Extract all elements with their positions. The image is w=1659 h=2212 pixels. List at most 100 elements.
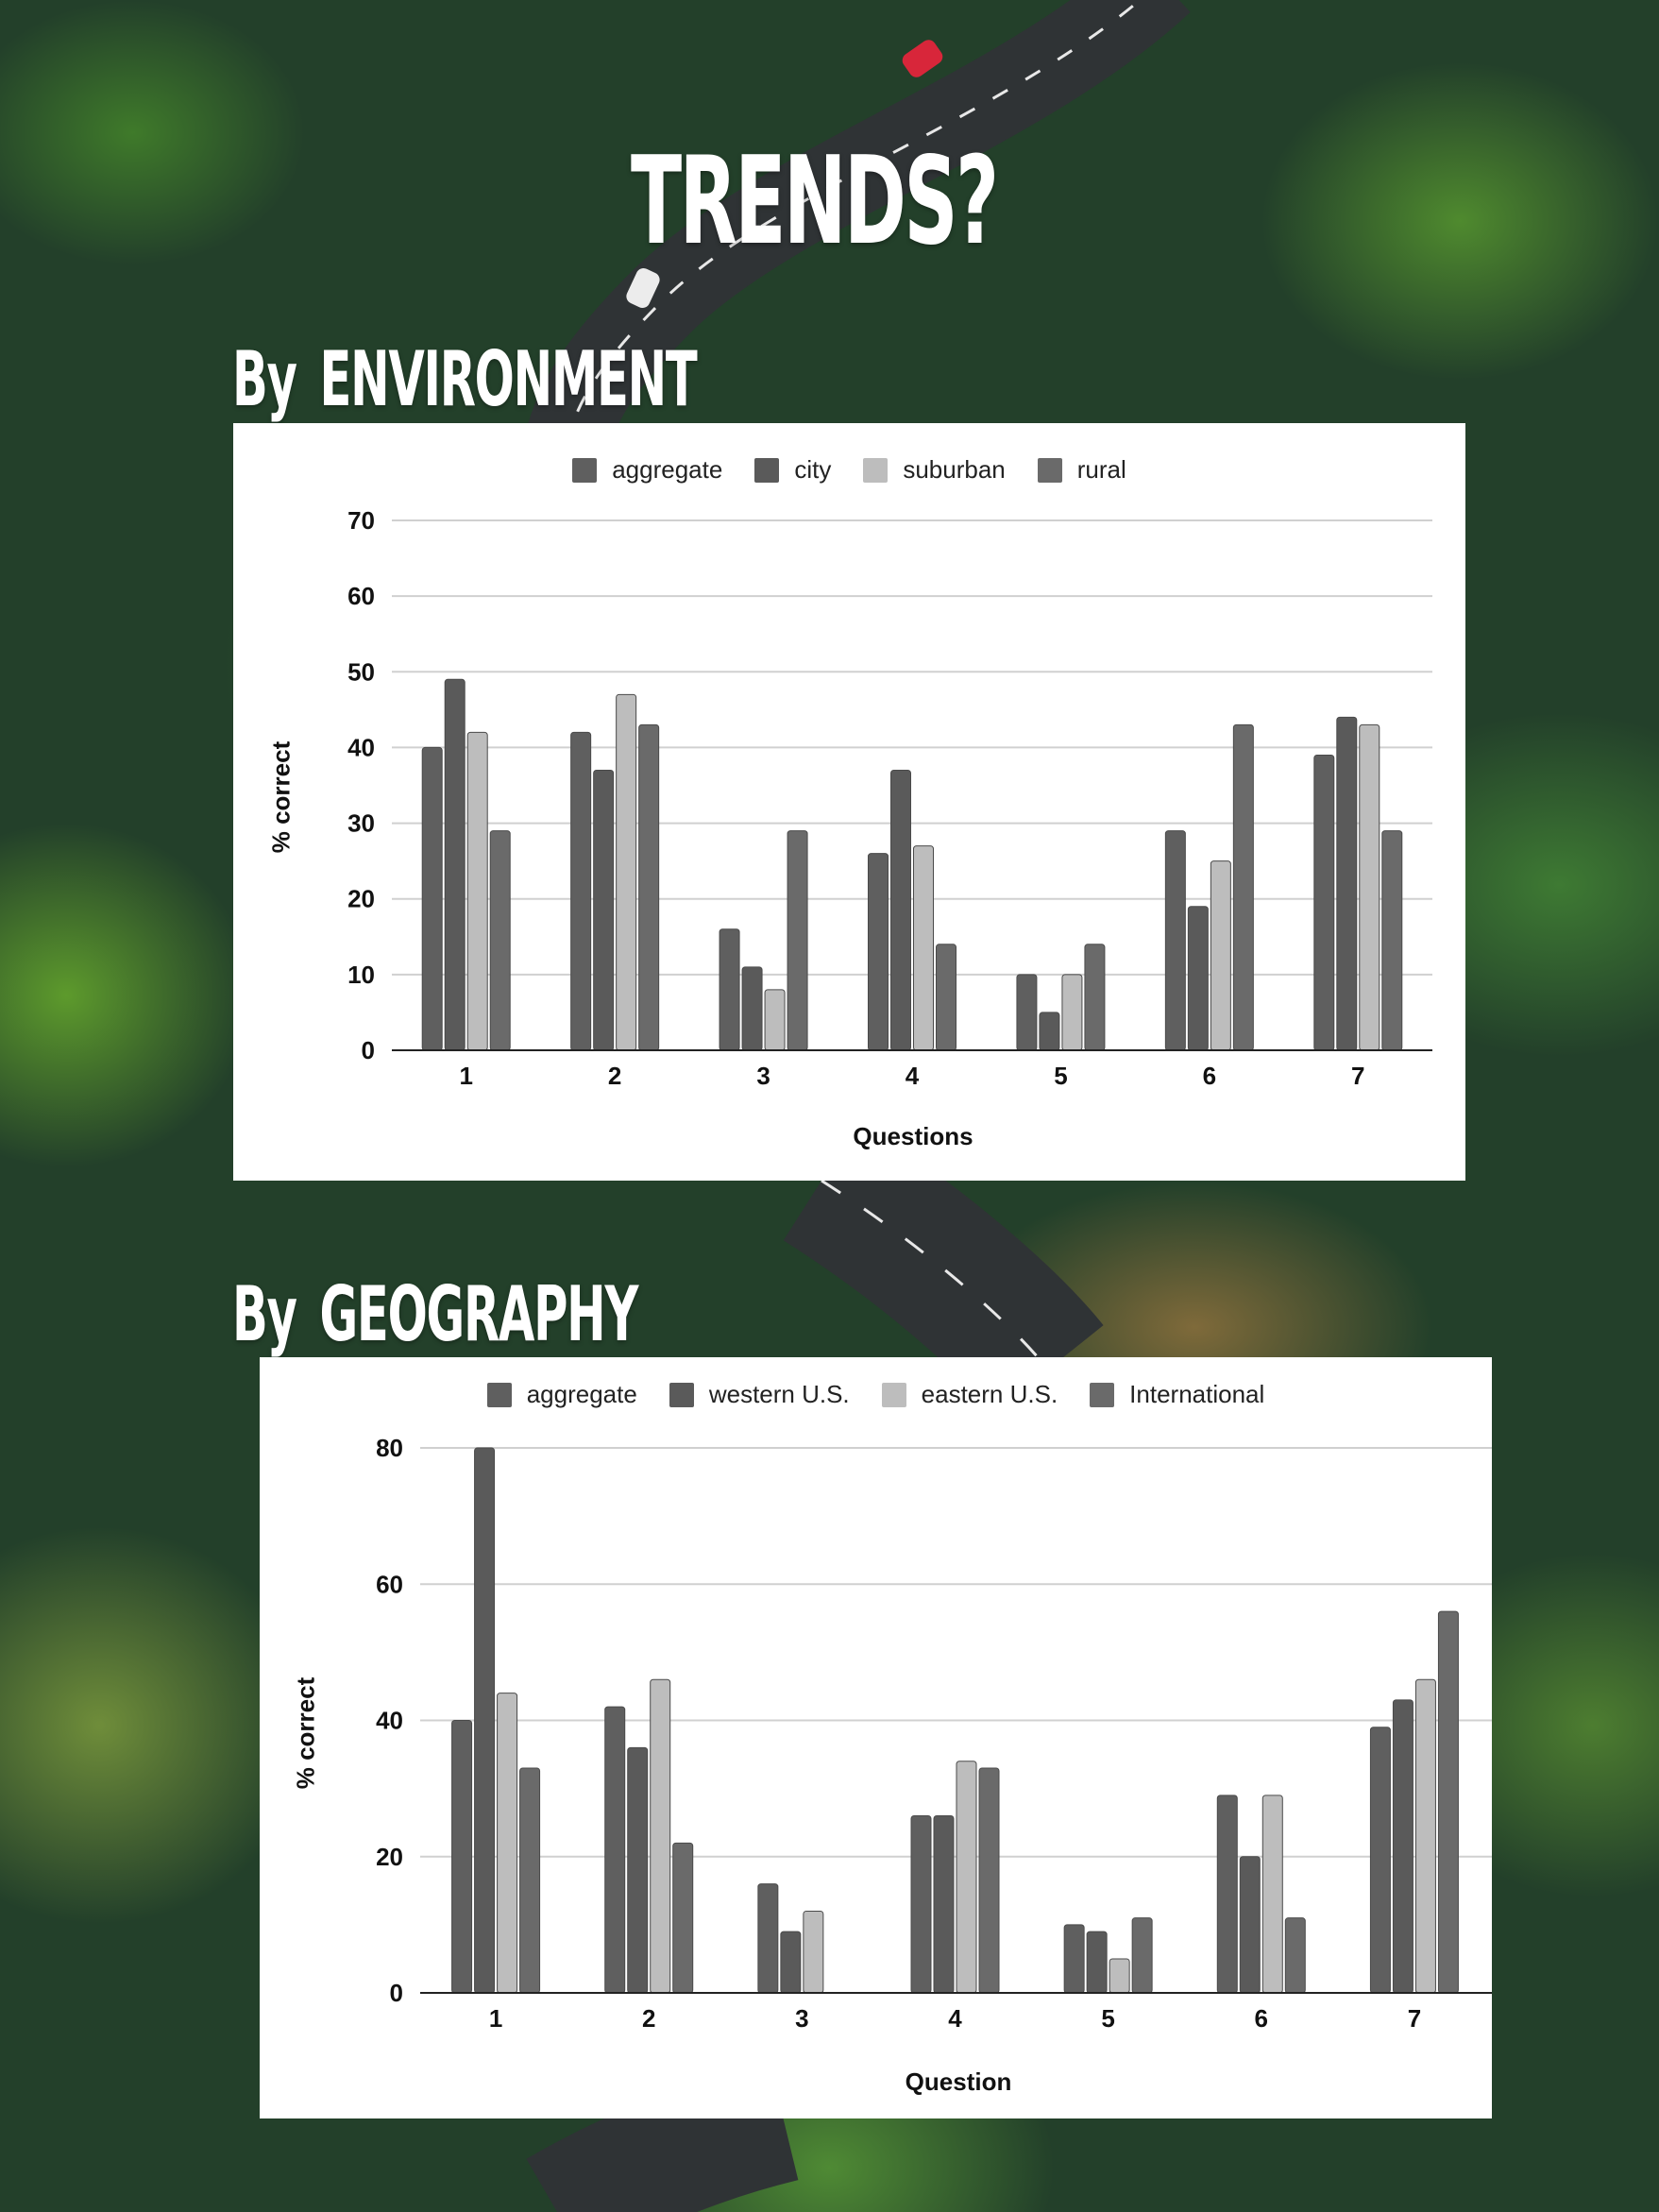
legend-label: rural: [1076, 455, 1126, 484]
x-tick-label: 6: [1255, 2004, 1268, 2033]
legend-item: rural: [1037, 455, 1126, 485]
bar: [1313, 754, 1335, 1051]
geography-chart-plot: 0 20 40 60 80 1 2 3 4 5 6 7: [376, 1434, 1492, 2033]
legend-item: suburban: [863, 455, 1006, 485]
bar: [1084, 944, 1106, 1051]
legend-label: eastern U.S.: [921, 1380, 1058, 1408]
bar: [638, 723, 660, 1051]
bar: [451, 1720, 473, 1994]
bar: [956, 1761, 977, 1994]
legend-swatch: [669, 1382, 694, 1407]
bar: [1063, 1924, 1085, 1994]
y-tick-label: 50: [347, 657, 375, 686]
bar: [627, 1746, 649, 1994]
geography-chart: aggregate western U.S. eastern U.S. Interna…: [260, 1357, 1492, 2118]
bar: [1414, 1678, 1436, 1994]
bar: [604, 1706, 626, 1994]
bar: [1392, 1699, 1414, 1994]
y-tick-label: 10: [347, 961, 375, 989]
bar: [1239, 1856, 1261, 1994]
bar: [1336, 716, 1358, 1051]
bar: [593, 769, 615, 1051]
page-title: TRENDS?: [631, 131, 999, 272]
legend-item: western U.S.: [669, 1380, 850, 1409]
bar: [489, 830, 511, 1051]
x-tick-label: 7: [1408, 2004, 1421, 2033]
bar: [787, 830, 808, 1051]
section-heading-geography: By GEOGRAPHY: [232, 1277, 638, 1353]
x-tick-label: 3: [756, 1062, 770, 1090]
x-tick-label: 1: [489, 2004, 502, 2033]
legend-swatch: [1037, 457, 1062, 483]
bar: [1261, 1795, 1283, 1994]
environment-chart: aggregate city suburban rural 0 10 20 30 40 50 60…: [233, 423, 1465, 1181]
legend-label: International: [1129, 1380, 1265, 1408]
legend-swatch: [881, 1382, 906, 1407]
x-axis-title: Questions: [853, 1122, 973, 1150]
bar: [1131, 1917, 1153, 1994]
y-tick-label: 80: [376, 1434, 403, 1462]
x-tick-label: 5: [1054, 1062, 1067, 1090]
y-axis-title: % correct: [291, 1676, 320, 1790]
bar: [466, 731, 488, 1051]
bar: [757, 1883, 779, 1994]
bar: [936, 944, 956, 1051]
bar: [1232, 723, 1254, 1051]
legend-swatch: [1090, 1382, 1115, 1407]
legend-item: city: [754, 455, 831, 485]
environment-chart-plot: 0 10 20 30 40 50 60 70 1 2 3 4 5 6 7: [347, 506, 1432, 1090]
bar: [978, 1767, 1000, 1994]
bar: [1086, 1931, 1108, 1994]
bar: [444, 678, 466, 1051]
legend-label: aggregate: [612, 455, 723, 484]
bar: [1437, 1610, 1459, 1994]
y-tick-label: 70: [347, 506, 375, 535]
legend-item: aggregate: [572, 455, 722, 485]
x-tick-label: 6: [1203, 1062, 1216, 1090]
legend-label: suburban: [903, 455, 1006, 484]
bar: [1016, 974, 1038, 1051]
y-tick-label: 0: [390, 1979, 403, 2007]
y-axis-title: % correct: [266, 740, 296, 854]
x-tick-label: 4: [948, 2004, 962, 2033]
bar: [616, 693, 637, 1051]
y-tick-label: 40: [347, 733, 375, 761]
bar: [1216, 1795, 1238, 1994]
x-tick-label: 7: [1351, 1062, 1364, 1090]
legend-swatch: [572, 457, 598, 483]
bar: [1359, 723, 1380, 1051]
legend-label: western U.S.: [708, 1380, 850, 1408]
bar: [913, 845, 934, 1051]
y-tick-label: 40: [376, 1707, 403, 1735]
x-tick-label: 2: [608, 1062, 621, 1090]
bar: [1061, 974, 1083, 1051]
chart-legend: aggregate city suburban rural: [233, 455, 1465, 485]
x-tick-label: 4: [906, 1062, 920, 1090]
legend-swatch: [863, 457, 889, 483]
x-tick-label: 5: [1101, 2004, 1114, 2033]
bar: [1369, 1727, 1391, 1994]
bar: [1164, 830, 1186, 1051]
bar: [1210, 860, 1231, 1051]
bar: [497, 1693, 518, 1994]
legend-item: eastern U.S.: [881, 1380, 1058, 1409]
bar: [1284, 1917, 1306, 1994]
legend-swatch: [486, 1382, 512, 1407]
section-heading-subject: ENVIRONMENT: [319, 335, 697, 423]
y-tick-label: 0: [362, 1036, 375, 1064]
x-tick-label: 3: [795, 2004, 808, 2033]
section-heading-by: By: [232, 1270, 297, 1358]
x-tick-label: 2: [642, 2004, 655, 2033]
section-heading-by: By: [232, 335, 297, 423]
bar: [890, 769, 911, 1051]
bar: [741, 966, 763, 1051]
bar: [672, 1842, 694, 1994]
legend-item: International: [1090, 1380, 1264, 1409]
x-axis-title: Question: [905, 2067, 1012, 2096]
bar: [764, 989, 786, 1051]
x-tick-label: 1: [459, 1062, 472, 1090]
legend-item: aggregate: [486, 1380, 637, 1409]
y-tick-label: 20: [347, 885, 375, 913]
legend-swatch: [754, 457, 780, 483]
